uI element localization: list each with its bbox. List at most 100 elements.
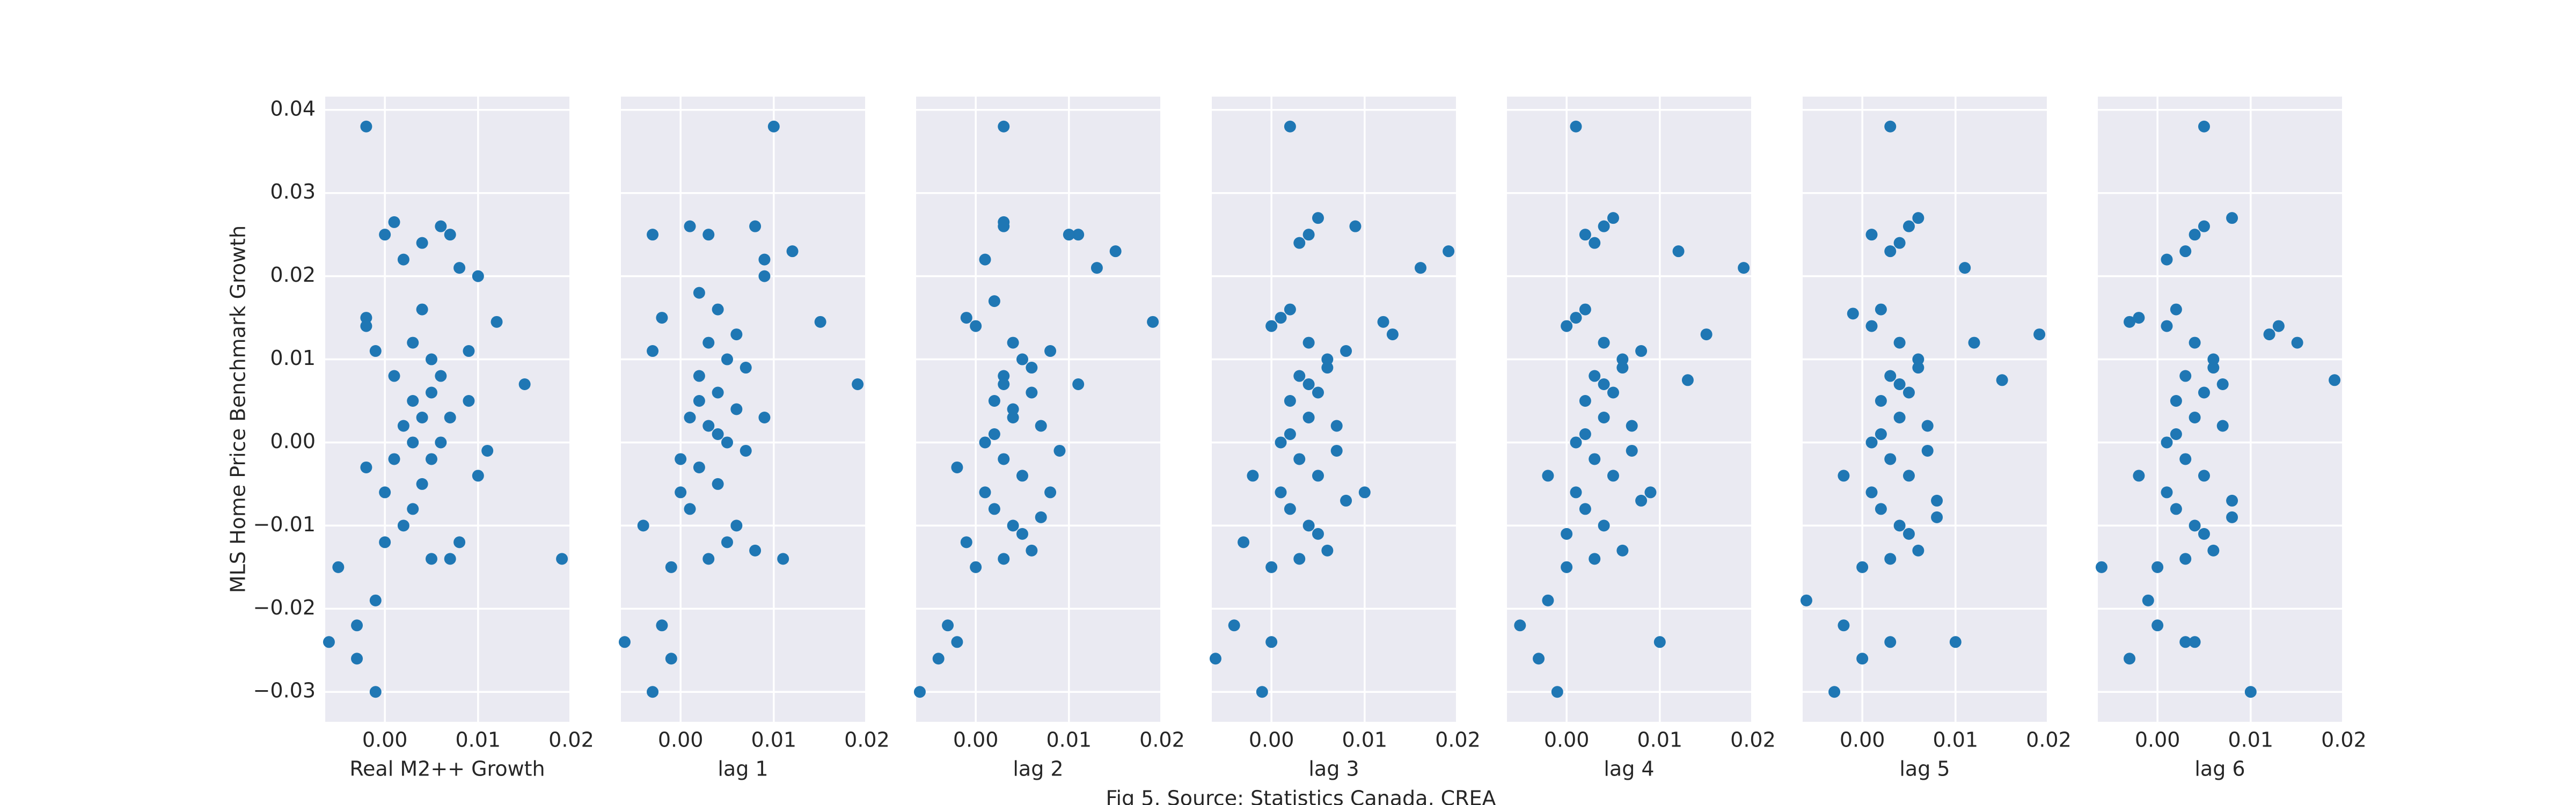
scatter-point <box>675 453 687 465</box>
panel: 0.00 0.01 0.02 lag 5 <box>1800 97 2072 781</box>
scatter-point <box>970 320 982 332</box>
scatter-point <box>1921 444 1934 457</box>
scatter-point <box>932 653 945 665</box>
scatter-point <box>786 245 799 258</box>
scatter-point <box>397 420 409 432</box>
scatter-point <box>1607 212 1619 224</box>
scatter-point <box>1302 336 1315 349</box>
scatter-point <box>2198 386 2210 399</box>
scatter-point <box>1570 312 1582 324</box>
y-tick-label: −0.03 <box>253 679 316 702</box>
scatter-point <box>656 312 668 324</box>
scatter-point <box>960 312 972 324</box>
scatter-point <box>1542 594 1554 606</box>
scatter-point <box>1275 486 1287 499</box>
scatter-point <box>1589 237 1601 249</box>
scatter-point <box>1016 353 1028 365</box>
scatter-point <box>1616 362 1629 374</box>
scatter-point <box>1626 444 1638 457</box>
scatter-point <box>684 411 696 423</box>
scatter-point <box>416 237 428 249</box>
scatter-point <box>749 220 762 232</box>
scatter-point <box>702 420 715 432</box>
scatter-point <box>1026 544 1038 557</box>
scatter-point <box>1072 229 1085 241</box>
scatter-point <box>416 478 428 490</box>
scatter-point <box>388 216 400 228</box>
scatter-point <box>988 295 1000 308</box>
scatter-point <box>970 561 982 573</box>
x-tick-label: 0.01 <box>1342 728 1388 752</box>
scatter-point <box>2189 336 2201 349</box>
scatter-point <box>1931 511 1943 523</box>
scatter-point <box>1579 395 1591 407</box>
scatter-point <box>1912 212 1924 224</box>
scatter-point <box>2244 686 2257 698</box>
plot-area <box>1803 97 2047 722</box>
scatter-point <box>379 229 391 241</box>
scatter-point <box>407 336 419 349</box>
scatter-point <box>1672 245 1685 258</box>
scatter-point <box>1007 411 1019 423</box>
scatter-point <box>1949 636 1962 648</box>
scatter-point <box>2207 362 2220 374</box>
scatter-point <box>1579 428 1591 440</box>
scatter-point <box>1533 653 1545 665</box>
scatter-point <box>1312 212 1324 224</box>
scatter-point <box>1931 494 1943 507</box>
x-tick-label: 0.00 <box>1249 728 1294 752</box>
scatter-point <box>1865 436 1878 449</box>
scatter-point <box>2161 436 2173 449</box>
scatter-point <box>1358 486 1371 499</box>
scatter-point <box>2198 120 2210 133</box>
scatter-point <box>1856 561 1869 573</box>
scatter-point <box>1865 320 1878 332</box>
scatter-point <box>1893 378 1906 391</box>
scatter-point <box>1209 653 1221 665</box>
scatter-point <box>1551 686 1563 698</box>
scatter-point <box>618 636 631 648</box>
scatter-point <box>1902 220 1915 232</box>
scatter-point <box>852 378 864 391</box>
scatter-point <box>425 453 437 465</box>
scatter-point <box>1284 120 1296 133</box>
scatter-point <box>1293 453 1306 465</box>
scatter-point <box>1653 636 1666 648</box>
scatter-point <box>444 411 456 423</box>
scatter-point <box>425 386 437 399</box>
scatter-point <box>407 436 419 449</box>
scatter-point <box>369 345 382 357</box>
scatter-point <box>988 428 1000 440</box>
scatter-point <box>712 428 724 440</box>
scatter-point <box>1063 229 1075 241</box>
scatter-point <box>1902 528 1915 540</box>
scatter-point <box>702 229 715 241</box>
scatter-point <box>998 453 1010 465</box>
scatter-point <box>2207 353 2220 365</box>
scatter-point <box>1265 636 1278 648</box>
scatter-point <box>1626 420 1638 432</box>
scatter-point <box>951 636 963 648</box>
scatter-point <box>1598 378 1610 391</box>
scatter-point <box>693 461 705 473</box>
scatter-point <box>2124 316 2136 328</box>
y-tick-label: 0.00 <box>270 429 316 453</box>
panel: 0.00 0.01 0.02 lag 2 <box>913 97 1185 781</box>
x-tick-label: 0.02 <box>548 728 594 752</box>
scatter-point <box>2095 561 2107 573</box>
scatter-point <box>1228 619 1240 632</box>
scatter-point <box>637 519 649 532</box>
scatter-point <box>1072 378 1085 391</box>
scatter-point <box>2142 594 2154 606</box>
x-tick-label: 0.02 <box>1730 728 1776 752</box>
scatter-point <box>463 345 475 357</box>
scatter-point <box>1847 308 1859 320</box>
scatter-point <box>960 536 972 548</box>
scatter-point <box>444 229 456 241</box>
x-axis-label: Real M2++ Growth <box>349 757 545 781</box>
scatter-point <box>656 619 668 632</box>
scatter-point <box>1875 395 1887 407</box>
x-tick-label: 0.00 <box>1840 728 1885 752</box>
scatter-point <box>1902 470 1915 482</box>
scatter-point <box>2263 328 2275 341</box>
